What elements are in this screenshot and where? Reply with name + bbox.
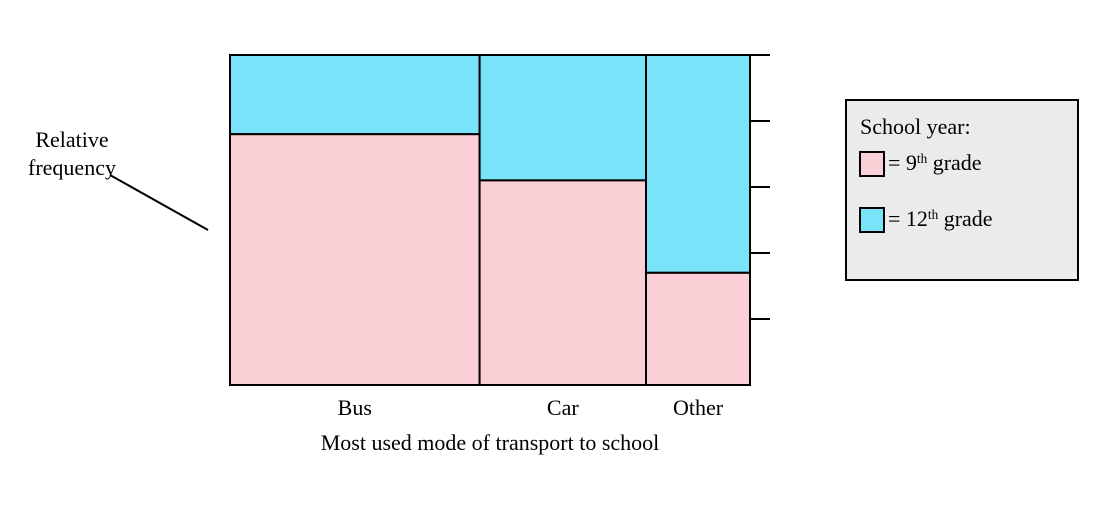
xlabel-car: Car <box>547 395 579 420</box>
legend-label-1: = 12th grade <box>888 206 993 231</box>
legend-label-0: = 9th grade <box>888 150 982 175</box>
segment-car-9th <box>480 180 646 385</box>
mosaic-plot: SaveMyExamsBusCarOtherRelativefrequencyM… <box>0 0 1100 516</box>
y-label-leader <box>110 175 208 230</box>
legend: School year: = 9th grade = 12th grade <box>846 100 1078 280</box>
segment-bus-12th <box>230 55 480 134</box>
segment-other-9th <box>646 273 750 385</box>
segment-car-12th <box>480 55 646 180</box>
y-axis <box>750 55 770 319</box>
y-axis-label-1: Relative <box>35 127 108 152</box>
segment-bus-9th <box>230 134 480 385</box>
segment-other-12th <box>646 55 750 273</box>
x-axis-label: Most used mode of transport to school <box>321 430 660 455</box>
y-axis-label-2: frequency <box>28 155 116 180</box>
xlabel-bus: Bus <box>338 395 372 420</box>
xlabel-other: Other <box>673 395 724 420</box>
mosaic-bars: Bus Car Other <box>230 55 750 420</box>
legend-swatch-0 <box>860 152 884 176</box>
legend-swatch-1 <box>860 208 884 232</box>
legend-title: School year: <box>860 114 971 139</box>
